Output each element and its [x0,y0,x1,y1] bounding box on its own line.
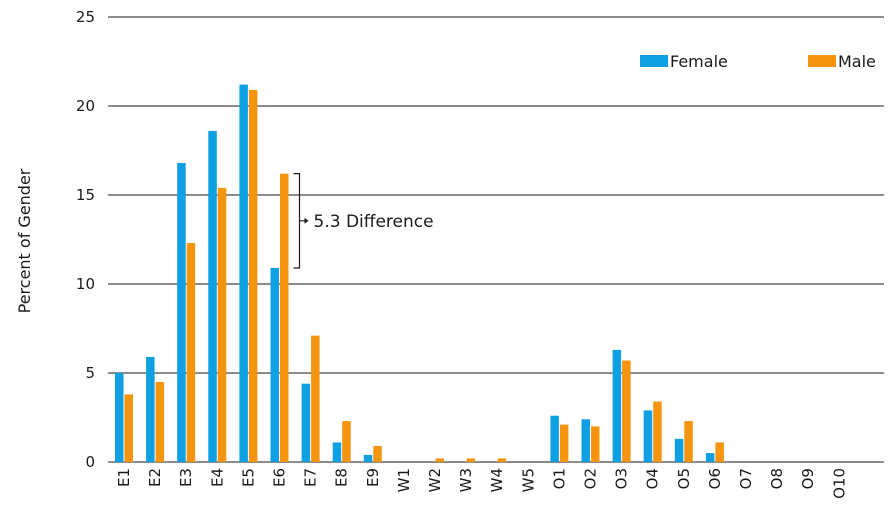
x-tick-label: O7 [737,468,755,489]
y-tick-label: 15 [76,186,95,204]
legend-swatch-female [640,55,668,67]
bar-female-e2 [146,356,155,462]
bar-male-o6 [715,442,724,462]
x-tick-label: E1 [115,468,133,487]
x-tick-label: O1 [550,468,568,489]
y-tick-label: 20 [76,97,95,115]
x-tick-label: W2 [426,468,444,492]
bar-female-e5 [239,84,248,462]
y-tick-label: 0 [85,453,95,471]
bar-female-o4 [643,410,653,462]
bars [115,84,724,463]
y-axis-label: Percent of Gender [15,168,34,313]
bar-male-e4 [217,187,227,462]
annotation-label: 5.3 Difference [314,212,434,232]
bar-male-e8 [342,421,351,462]
bar-female-e6 [270,267,279,462]
x-tick-label: O5 [675,468,693,489]
bar-female-o2 [581,419,590,462]
x-tick-label: E9 [364,468,382,487]
x-tick-label: O6 [706,468,724,489]
y-axis-ticks: 0 5 10 15 20 25 [76,8,95,471]
bar-male-e3 [186,243,196,462]
x-tick-label: O8 [768,468,786,489]
bar-male-w3 [466,458,476,462]
bar-male-e1 [124,394,133,462]
bar-male-o4 [653,401,662,462]
x-tick-label: E8 [333,468,351,487]
bar-female-e4 [208,130,217,463]
x-tick-label: O3 [613,468,631,489]
x-tick-label: E6 [271,468,289,487]
x-tick-label: E5 [239,468,257,487]
x-tick-label: O10 [830,468,848,499]
bar-female-e9 [363,454,373,462]
x-tick-label: O4 [644,468,662,489]
x-tick-label: W3 [457,468,475,492]
difference-annotation: 5.3 Difference [293,173,434,269]
bar-male-e9 [373,445,382,462]
bar-male-w4 [497,458,507,462]
x-tick-label: W4 [488,468,506,492]
annotation-arrow [304,217,309,224]
bar-male-e6 [280,173,289,462]
bar-female-o3 [612,349,622,462]
bar-male-w2 [435,458,444,462]
bar-male-o3 [622,360,631,462]
bar-male-e2 [155,381,165,462]
legend-label-female: Female [670,52,728,71]
x-tick-label: O2 [582,468,600,489]
x-axis-ticks: E1 E2 E3 E4 E5 E6 E7 E8 E9 W1 W2 W3 W4 W5 O1 O2 O3 O4 O5 O6… [115,468,848,499]
legend-swatch-male [808,55,836,67]
annotation-bracket [293,173,305,269]
bar-female-e3 [177,162,186,462]
bar-male-e7 [311,335,320,462]
gridlines [108,16,884,463]
bar-male-o1 [559,424,569,462]
bar-female-o6 [705,453,715,462]
x-tick-label: E3 [177,468,195,487]
x-tick-label: O9 [799,468,817,489]
bar-female-e1 [115,373,124,462]
bar-female-o1 [550,415,559,462]
x-tick-label: E2 [146,468,164,487]
x-tick-label: E7 [302,468,320,487]
y-tick-label: 10 [76,275,95,293]
bar-female-e7 [301,383,311,462]
bar-female-e8 [332,442,342,462]
x-tick-label: W1 [395,468,413,492]
y-tick-label: 5 [85,364,95,382]
legend-label-male: Male [838,52,876,71]
x-tick-label: W5 [519,468,537,492]
y-tick-label: 25 [76,8,95,26]
bar-male-e5 [248,89,258,462]
legend: Female Male [640,52,876,71]
x-tick-label: E4 [208,468,226,487]
bar-female-o5 [674,438,684,462]
bar-male-o5 [684,421,693,462]
bar-male-o2 [591,426,600,462]
